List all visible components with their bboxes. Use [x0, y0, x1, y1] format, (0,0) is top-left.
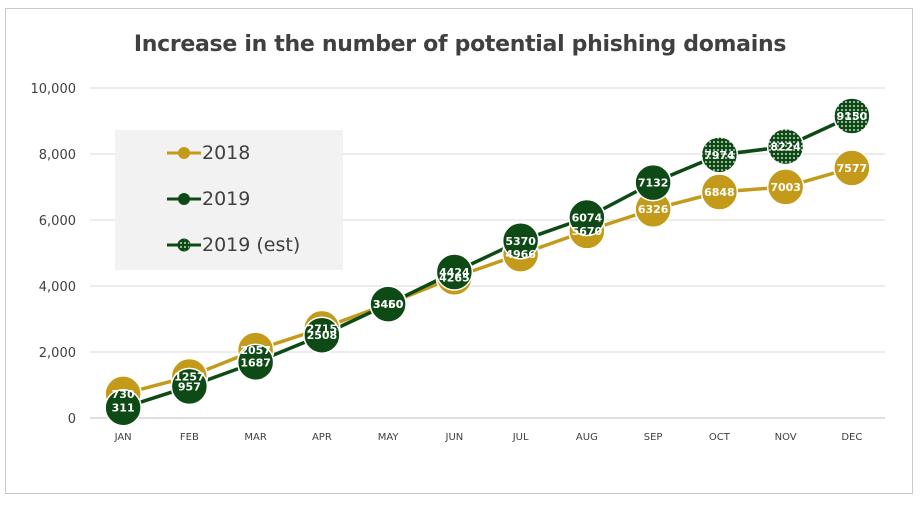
- x-tick-label: JAN: [114, 432, 132, 443]
- data-label-2019: 3450: [373, 298, 404, 311]
- data-label-2018: 6326: [638, 203, 669, 216]
- data-label-2018: 730: [112, 388, 135, 401]
- data-point-2018: [833, 149, 871, 187]
- data-point-2019-est: [833, 97, 871, 135]
- data-label-2018: 4966: [505, 248, 536, 261]
- legend-label-2019: 2019: [202, 188, 251, 210]
- data-label-2019: 4424: [439, 266, 470, 279]
- chart-legend: 2018 2019 2019 (est): [115, 130, 343, 270]
- data-label-2019: 5370: [505, 235, 536, 248]
- data-point-2019-est: [700, 136, 739, 174]
- x-tick-label: MAY: [378, 432, 400, 443]
- x-tick-label: SEP: [644, 432, 663, 443]
- data-point-2019: [104, 388, 142, 427]
- chart-title: Increase in the number of potential phis…: [133, 32, 787, 57]
- data-label-2018: 4265: [439, 271, 470, 284]
- x-tick-label: APR: [312, 432, 332, 443]
- legend-item-2019: 2019: [167, 184, 250, 214]
- y-tick-label: 2,000: [39, 346, 76, 361]
- legend-label-2018: 2018: [202, 142, 251, 164]
- data-point-2019: [303, 316, 341, 354]
- data-label-2019: 957: [178, 380, 201, 393]
- data-point-2018: [766, 168, 805, 206]
- data-label-2018: 2715: [307, 322, 338, 335]
- data-label-2018: 3460: [373, 298, 404, 311]
- data-point-2019-est: [766, 127, 805, 166]
- data-point-2019: [634, 163, 672, 202]
- data-label-2019-est: 7974: [704, 149, 735, 162]
- data-label-2019: 6074: [572, 212, 603, 225]
- legend-label-2019-est: 2019 (est): [202, 234, 301, 256]
- legend-item-2019-est: 2019 (est): [167, 230, 300, 260]
- data-point-2019: [236, 343, 275, 382]
- data-label-2019-est: 8224: [770, 141, 801, 154]
- series-line-2019-est: [652, 114, 853, 185]
- data-point-2018: [700, 173, 739, 211]
- legend-swatch-2018: [167, 147, 201, 159]
- y-tick-label: 10,000: [31, 82, 77, 97]
- data-label-2019-est: 9150: [837, 110, 868, 123]
- data-label-2018: 7003: [770, 181, 801, 194]
- x-tick-label: NOV: [775, 432, 797, 443]
- legend-swatch-2019: [167, 193, 201, 205]
- data-label-2018: 6848: [704, 186, 735, 199]
- y-tick-label: 0: [68, 412, 76, 427]
- data-label-2018: 2057: [240, 344, 271, 357]
- data-point-2019: [170, 367, 209, 406]
- x-tick-label: AUG: [576, 432, 598, 443]
- data-label-2019: 7132: [638, 177, 669, 190]
- data-point-2019: [369, 285, 407, 323]
- data-label-2019: 2508: [307, 329, 338, 342]
- y-tick-label: 6,000: [39, 214, 76, 229]
- x-tick-label: OCT: [709, 432, 731, 443]
- data-point-2019: [435, 253, 474, 291]
- legend-swatch-2019-est: [167, 238, 201, 252]
- data-label-2018: 5670: [572, 225, 603, 238]
- data-point-2019: [568, 198, 606, 237]
- legend-item-2018: 2018: [167, 138, 250, 168]
- data-label-2018: 1257: [174, 371, 205, 384]
- x-tick-label: MAR: [244, 432, 266, 443]
- data-label-2018: 7577: [837, 162, 868, 175]
- x-tick-label: JUL: [512, 432, 529, 443]
- data-label-2019: 1687: [240, 356, 271, 369]
- x-tick-label: FEB: [180, 432, 199, 443]
- x-tick-label: DEC: [841, 432, 862, 443]
- data-label-2019: 311: [112, 402, 135, 415]
- y-tick-label: 4,000: [39, 280, 76, 295]
- data-point-2019: [501, 222, 540, 260]
- y-tick-label: 8,000: [39, 148, 76, 163]
- x-tick-label: JUN: [445, 432, 464, 443]
